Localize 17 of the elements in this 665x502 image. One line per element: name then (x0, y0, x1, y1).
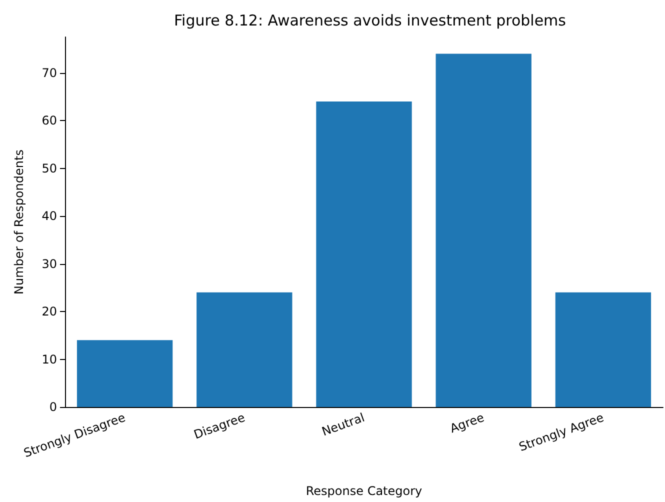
bar (76, 340, 173, 407)
y-tick-label: 30 (42, 256, 57, 271)
x-tick-label: Agree (448, 410, 486, 436)
y-tick-label: 70 (42, 66, 57, 80)
y-tick-label: 50 (42, 161, 57, 176)
y-tick-label: 10 (42, 352, 57, 366)
bar (436, 54, 532, 407)
y-tick-label: 20 (42, 304, 57, 319)
chart-title: Figure 8.12: Awareness avoids investment problems (174, 12, 566, 30)
bar (555, 292, 652, 407)
bar (316, 101, 412, 407)
y-tick-label: 60 (42, 114, 57, 128)
y-axis-title: Number of Respondents (12, 150, 26, 294)
bar (196, 292, 292, 407)
x-axis-title: Response Category (306, 484, 422, 498)
y-tick-label: 40 (42, 209, 57, 224)
y-tick-label: 0 (49, 400, 57, 414)
